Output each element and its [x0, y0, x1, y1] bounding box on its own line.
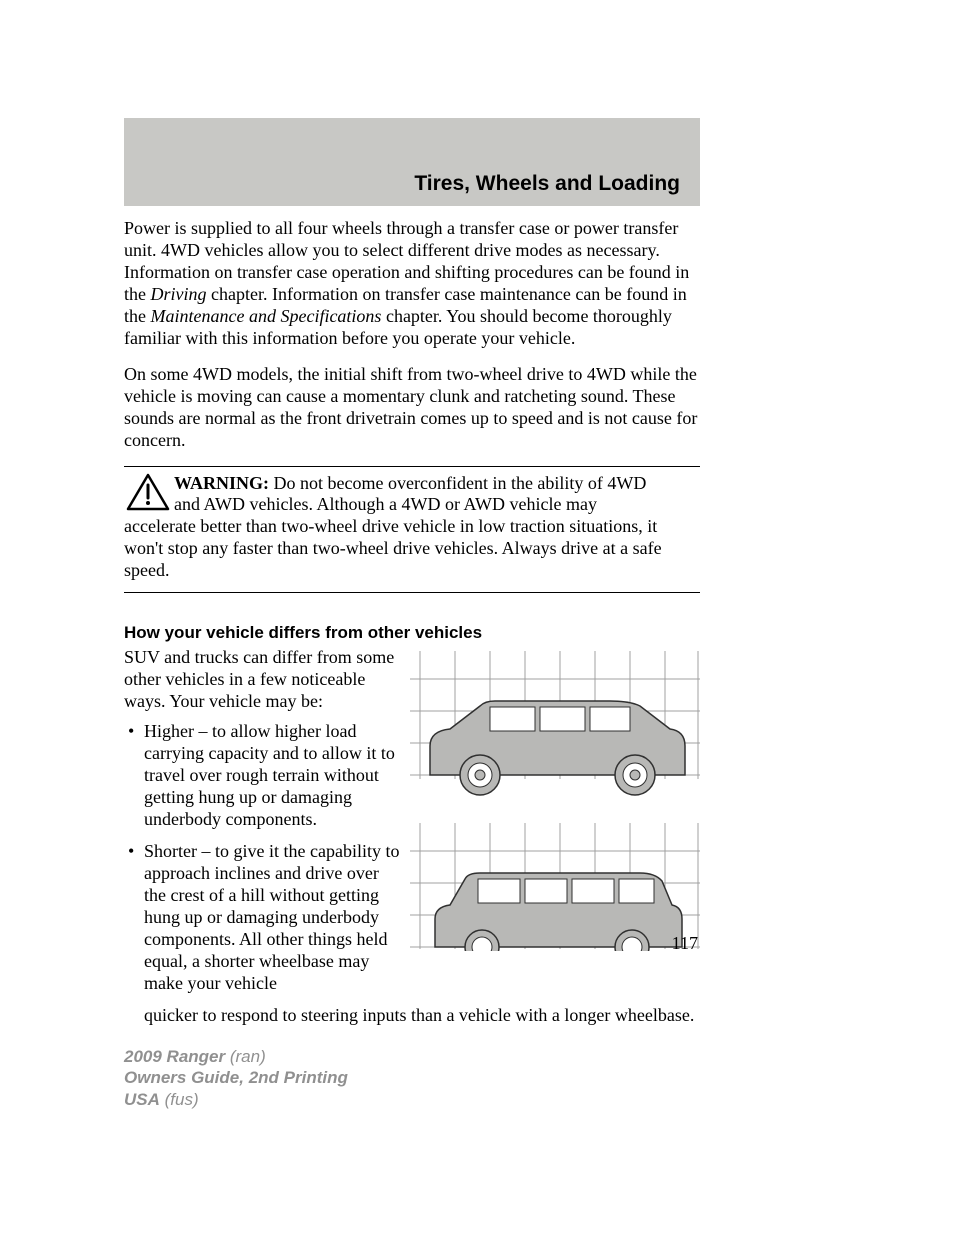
warning-rest: accelerate better than two-wheel drive v…	[124, 516, 700, 582]
warning-text: WARNING: Do not become overconfident in …	[124, 473, 700, 583]
subsection-body: SUV and trucks can differ from some othe…	[124, 647, 700, 1004]
warning-line1: WARNING: Do not become overconfident in …	[174, 473, 700, 495]
warning-label: WARNING:	[174, 473, 269, 493]
footer-model: 2009 Ranger	[124, 1047, 225, 1066]
page: Tires, Wheels and Loading Power is suppl…	[0, 0, 954, 1235]
warning-box: WARNING: Do not become overconfident in …	[124, 466, 700, 594]
warning-line2: and AWD vehicles. Although a 4WD or AWD …	[174, 494, 700, 516]
bullet-list: Higher – to allow higher load carrying c…	[124, 721, 700, 994]
p1-ital2: Maintenance and Specifications	[151, 306, 382, 326]
subsection-heading: How your vehicle differs from other vehi…	[124, 623, 700, 643]
footer-region: USA	[124, 1090, 160, 1109]
chapter-title: Tires, Wheels and Loading	[414, 172, 680, 196]
paragraph-2: On some 4WD models, the initial shift fr…	[124, 364, 700, 452]
footer-region-code: (fus)	[160, 1090, 199, 1109]
bullet-2-continuation: quicker to respond to steering inputs th…	[124, 1005, 700, 1027]
list-item: Higher – to allow higher load carrying c…	[124, 721, 700, 831]
list-item: Shorter – to give it the capability to a…	[124, 841, 700, 995]
footer-line3: USA (fus)	[124, 1089, 348, 1110]
footer-line1: 2009 Ranger (ran)	[124, 1046, 348, 1067]
chapter-header-band: Tires, Wheels and Loading	[124, 118, 700, 206]
page-number: 117	[672, 933, 698, 954]
page-content: Power is supplied to all four wheels thr…	[124, 218, 700, 1027]
p1-ital1: Driving	[151, 284, 207, 304]
paragraph-1: Power is supplied to all four wheels thr…	[124, 218, 700, 350]
footer: 2009 Ranger (ran) Owners Guide, 2nd Prin…	[124, 1046, 348, 1110]
footer-model-code: (ran)	[225, 1047, 266, 1066]
footer-line2: Owners Guide, 2nd Printing	[124, 1067, 348, 1088]
warning-triangle-icon	[126, 473, 170, 513]
warning-l1: Do not become overconfident in the abili…	[269, 473, 646, 493]
